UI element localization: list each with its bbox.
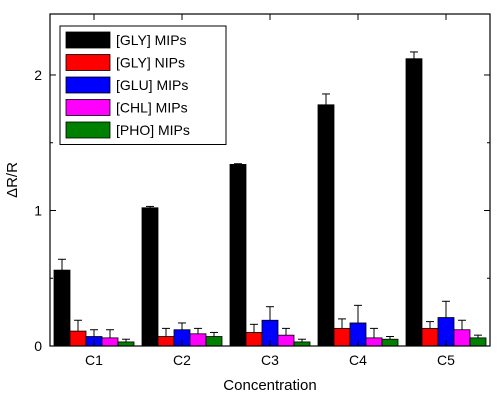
bar <box>317 104 335 347</box>
bar <box>293 341 311 347</box>
x-tick-label: C1 <box>85 352 103 368</box>
bar <box>141 207 159 347</box>
legend-label: [PHO] MIPs <box>116 122 190 138</box>
bar <box>245 332 263 347</box>
legend-swatch <box>65 54 111 71</box>
legend: [GLY] MIPs [GLY] NIPs [GLU] MIPs [CHL] MIPs… <box>59 25 227 145</box>
bar <box>229 164 247 347</box>
legend-label: [CHL] MIPs <box>116 100 188 116</box>
bar <box>69 330 87 347</box>
legend-swatch <box>65 31 111 49</box>
y-tick-label: 0 <box>34 338 42 354</box>
bar <box>405 58 423 347</box>
legend-swatch <box>65 121 111 139</box>
bar <box>189 333 207 347</box>
bar <box>365 337 383 347</box>
bar <box>53 269 71 347</box>
legend-swatch <box>65 76 111 94</box>
y-axis-title: ΔR/R <box>4 162 21 198</box>
bar <box>381 338 399 347</box>
y-tick-label: 2 <box>34 67 42 83</box>
x-tick-label: C2 <box>173 352 191 368</box>
x-axis-title: Concentration <box>223 377 316 394</box>
bar <box>277 334 295 347</box>
x-tick-label: C5 <box>437 352 455 368</box>
legend-swatch <box>65 99 111 116</box>
y-tick-label: 1 <box>34 202 42 218</box>
x-tick-label: C3 <box>261 352 279 368</box>
axes-layer: 0 1 2 C1 C2 C3 C4 C5 Concentration ΔR/R <box>4 13 491 394</box>
legend-label: [GLU] MIPs <box>116 77 188 93</box>
bar <box>205 336 223 347</box>
bar <box>157 336 175 347</box>
bar <box>101 337 119 347</box>
legend-label: [GLY] MIPs <box>116 32 187 48</box>
x-tick-label: C4 <box>349 352 367 368</box>
bar <box>421 327 439 347</box>
bar <box>333 327 351 347</box>
legend-label: [GLY] NIPs <box>116 55 185 71</box>
bar <box>469 337 487 347</box>
bar <box>117 341 135 347</box>
bar <box>453 329 471 347</box>
